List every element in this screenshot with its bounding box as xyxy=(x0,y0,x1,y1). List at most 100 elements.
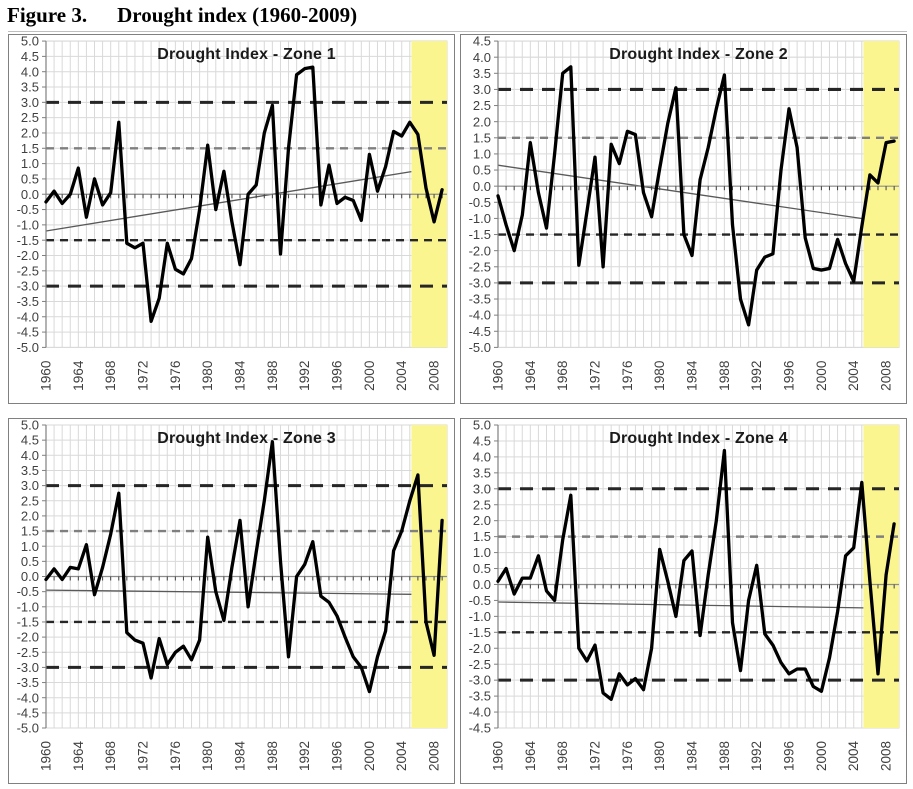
svg-text:2008: 2008 xyxy=(879,741,894,771)
svg-text:-3.5: -3.5 xyxy=(17,294,39,309)
svg-text:-1.0: -1.0 xyxy=(17,599,39,614)
svg-text:-2.5: -2.5 xyxy=(469,657,491,672)
svg-text:4.5: 4.5 xyxy=(21,49,39,64)
svg-text:-0.5: -0.5 xyxy=(469,195,491,210)
svg-text:-1.0: -1.0 xyxy=(469,211,491,226)
svg-text:1996: 1996 xyxy=(782,741,797,771)
svg-text:1976: 1976 xyxy=(620,361,635,391)
svg-text:1984: 1984 xyxy=(233,360,248,391)
svg-text:4.0: 4.0 xyxy=(21,64,39,79)
svg-text:-1.0: -1.0 xyxy=(469,609,491,624)
svg-text:1988: 1988 xyxy=(717,741,732,771)
svg-text:2.0: 2.0 xyxy=(473,114,491,129)
svg-text:1996: 1996 xyxy=(330,741,345,771)
svg-text:4.0: 4.0 xyxy=(473,449,491,464)
svg-text:5.0: 5.0 xyxy=(473,419,491,433)
svg-text:-3.5: -3.5 xyxy=(469,689,491,704)
svg-text:2.0: 2.0 xyxy=(21,508,39,523)
svg-text:1964: 1964 xyxy=(71,740,86,771)
svg-text:-2.5: -2.5 xyxy=(17,263,39,278)
svg-text:-4.0: -4.0 xyxy=(469,705,491,720)
svg-text:1988: 1988 xyxy=(717,361,732,391)
svg-text:3.5: 3.5 xyxy=(473,465,491,480)
svg-text:1968: 1968 xyxy=(555,741,570,771)
svg-text:-1.0: -1.0 xyxy=(17,217,39,232)
svg-text:1992: 1992 xyxy=(297,361,312,391)
svg-text:1968: 1968 xyxy=(555,361,570,391)
svg-text:-4.5: -4.5 xyxy=(469,324,491,339)
svg-text:1.5: 1.5 xyxy=(21,141,39,156)
svg-text:2004: 2004 xyxy=(846,740,861,771)
svg-text:1976: 1976 xyxy=(168,361,183,391)
svg-text:1.0: 1.0 xyxy=(21,539,39,554)
svg-text:1984: 1984 xyxy=(685,740,700,771)
svg-text:4.5: 4.5 xyxy=(21,433,39,448)
svg-text:2008: 2008 xyxy=(879,361,894,391)
svg-text:1964: 1964 xyxy=(523,360,538,391)
svg-text:-2.0: -2.0 xyxy=(469,641,491,656)
svg-text:0.5: 0.5 xyxy=(473,163,491,178)
svg-text:2004: 2004 xyxy=(394,360,409,391)
svg-text:1980: 1980 xyxy=(200,741,215,771)
svg-text:5.0: 5.0 xyxy=(21,35,39,49)
svg-text:-1.5: -1.5 xyxy=(469,227,491,242)
svg-text:4.5: 4.5 xyxy=(473,35,491,49)
svg-text:1960: 1960 xyxy=(39,741,54,771)
svg-text:1984: 1984 xyxy=(233,740,248,771)
svg-text:1992: 1992 xyxy=(749,361,764,391)
svg-text:1972: 1972 xyxy=(136,361,151,391)
svg-text:-1.5: -1.5 xyxy=(469,625,491,640)
svg-text:2000: 2000 xyxy=(814,360,829,391)
svg-text:-3.5: -3.5 xyxy=(469,292,491,307)
svg-text:5.0: 5.0 xyxy=(21,419,39,433)
svg-text:0.0: 0.0 xyxy=(21,187,39,202)
svg-text:2008: 2008 xyxy=(427,361,442,391)
svg-text:1960: 1960 xyxy=(39,360,54,391)
svg-text:-3.0: -3.0 xyxy=(17,279,39,294)
svg-text:1972: 1972 xyxy=(588,361,603,391)
svg-text:-4.5: -4.5 xyxy=(17,705,39,720)
line-chart-zone-4: 5.04.54.03.53.02.52.01.51.00.50.0-0.5-1.… xyxy=(469,419,900,771)
svg-text:-1.5: -1.5 xyxy=(17,615,39,630)
svg-text:2000: 2000 xyxy=(362,741,377,771)
svg-text:-5.0: -5.0 xyxy=(469,340,491,355)
figure-label: Figure 3. xyxy=(7,3,88,27)
svg-text:1964: 1964 xyxy=(71,360,86,391)
svg-text:2008: 2008 xyxy=(427,741,442,771)
svg-text:-4.0: -4.0 xyxy=(17,690,39,705)
svg-text:1996: 1996 xyxy=(330,361,345,391)
line-chart-zone-2: 4.54.03.53.02.52.01.51.0 0.50.0-0.5-1.0-1… xyxy=(469,35,900,391)
svg-text:-0.5: -0.5 xyxy=(17,584,39,599)
svg-text:2.5: 2.5 xyxy=(21,110,39,125)
svg-text:1980: 1980 xyxy=(652,741,667,771)
svg-text:1976: 1976 xyxy=(168,741,183,771)
svg-text:1972: 1972 xyxy=(588,741,603,771)
svg-text:-0.5: -0.5 xyxy=(17,202,39,217)
svg-text:1980: 1980 xyxy=(200,360,215,391)
svg-text:0.0: 0.0 xyxy=(21,569,39,584)
svg-text:1988: 1988 xyxy=(265,741,280,771)
svg-text:1996: 1996 xyxy=(782,361,797,391)
svg-text:2004: 2004 xyxy=(394,740,409,771)
svg-text:1992: 1992 xyxy=(297,741,312,771)
line-chart-zone-3: 5.04.54.03.53.02.52.01.51.00.50.0-0.5-1.… xyxy=(17,419,448,771)
svg-text:1972: 1972 xyxy=(136,741,151,771)
svg-text:3.0: 3.0 xyxy=(21,95,39,110)
svg-text:3.0: 3.0 xyxy=(473,82,491,97)
line-chart-zone-1: 5.04.54.03.53.02.52.01.51.00.50.0-0.5-1.… xyxy=(17,35,448,391)
svg-text:1960: 1960 xyxy=(491,360,506,391)
chart-grid: Drought Index - Zone 1 5.0 4.5 4.0 3.5 3.0 2.… xyxy=(8,31,907,784)
chart-panel-zone-4: Drought Index - Zone 4 5.0 4.5 4.0 3.5 3.0 2.… xyxy=(460,418,907,784)
svg-text:0.0: 0.0 xyxy=(473,577,491,592)
svg-text:1960: 1960 xyxy=(491,741,506,771)
svg-text:2000: 2000 xyxy=(814,741,829,771)
svg-text:3.5: 3.5 xyxy=(21,80,39,95)
svg-text:-4.5: -4.5 xyxy=(17,325,39,340)
figure-header: Figure 3. Drought index (1960-2009) xyxy=(0,0,913,31)
svg-text:1.5: 1.5 xyxy=(473,130,491,145)
chart-panel-zone-3: Drought Index - Zone 3 5.0 4.5 4.0 3.5 3.0 2.… xyxy=(8,418,455,784)
svg-text:1.0: 1.0 xyxy=(473,545,491,560)
svg-text:1968: 1968 xyxy=(103,741,118,771)
svg-text:-3.0: -3.0 xyxy=(469,275,491,290)
svg-text:-0.5: -0.5 xyxy=(469,593,491,608)
